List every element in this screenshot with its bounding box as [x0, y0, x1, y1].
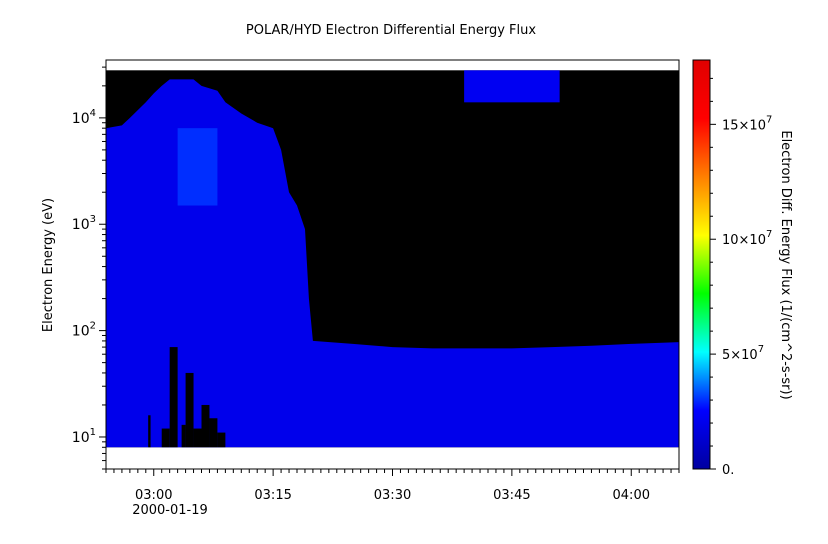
colorbar-gradient — [692, 59, 711, 470]
data-gap — [209, 418, 218, 448]
colorbar-label: Electron Diff. Energy Flux (1/(cm^2-s-sr… — [778, 130, 793, 399]
colorbar-tick-label: 15×107 — [722, 114, 772, 133]
x-date-label: 2000-01-19 — [132, 503, 208, 518]
y-tick-label: 101 — [72, 427, 96, 446]
x-tick-label: 03:30 — [374, 488, 411, 503]
colorbar-tick-label: 5×107 — [722, 344, 764, 363]
flux-region — [106, 79, 679, 448]
data-gap — [169, 347, 178, 448]
flux-patch — [464, 70, 560, 103]
y-tick-label: 104 — [72, 108, 96, 127]
data-gap — [185, 372, 194, 448]
y-tick-label: 103 — [72, 214, 96, 233]
x-tick-label: 03:15 — [254, 488, 291, 503]
data-gap — [148, 415, 151, 448]
data-gap — [161, 428, 170, 448]
x-tick-label: 03:45 — [493, 488, 530, 503]
x-tick-label: 03:00 — [135, 488, 172, 503]
chart-title: POLAR/HYD Electron Differential Energy F… — [246, 23, 536, 38]
colorbar-tick-label: 10×107 — [722, 229, 772, 248]
data-gap — [181, 424, 186, 448]
colorbar: 0. 5×107 10×107 15×107 — [692, 59, 772, 478]
flux-patch — [177, 128, 218, 206]
colorbar-tick-label: 0. — [722, 463, 734, 478]
x-axis: 03:00 03:15 03:30 03:45 04:00 — [105, 469, 680, 503]
data-gap — [201, 404, 210, 448]
data-gap — [217, 432, 226, 448]
y-axis: 101 102 103 104 — [72, 66, 106, 470]
plot-area — [105, 59, 680, 470]
y-tick-label: 102 — [72, 321, 96, 340]
data-gap — [193, 428, 202, 448]
y-axis-label: Electron Energy (eV) — [41, 198, 56, 332]
x-tick-label: 04:00 — [613, 488, 650, 503]
